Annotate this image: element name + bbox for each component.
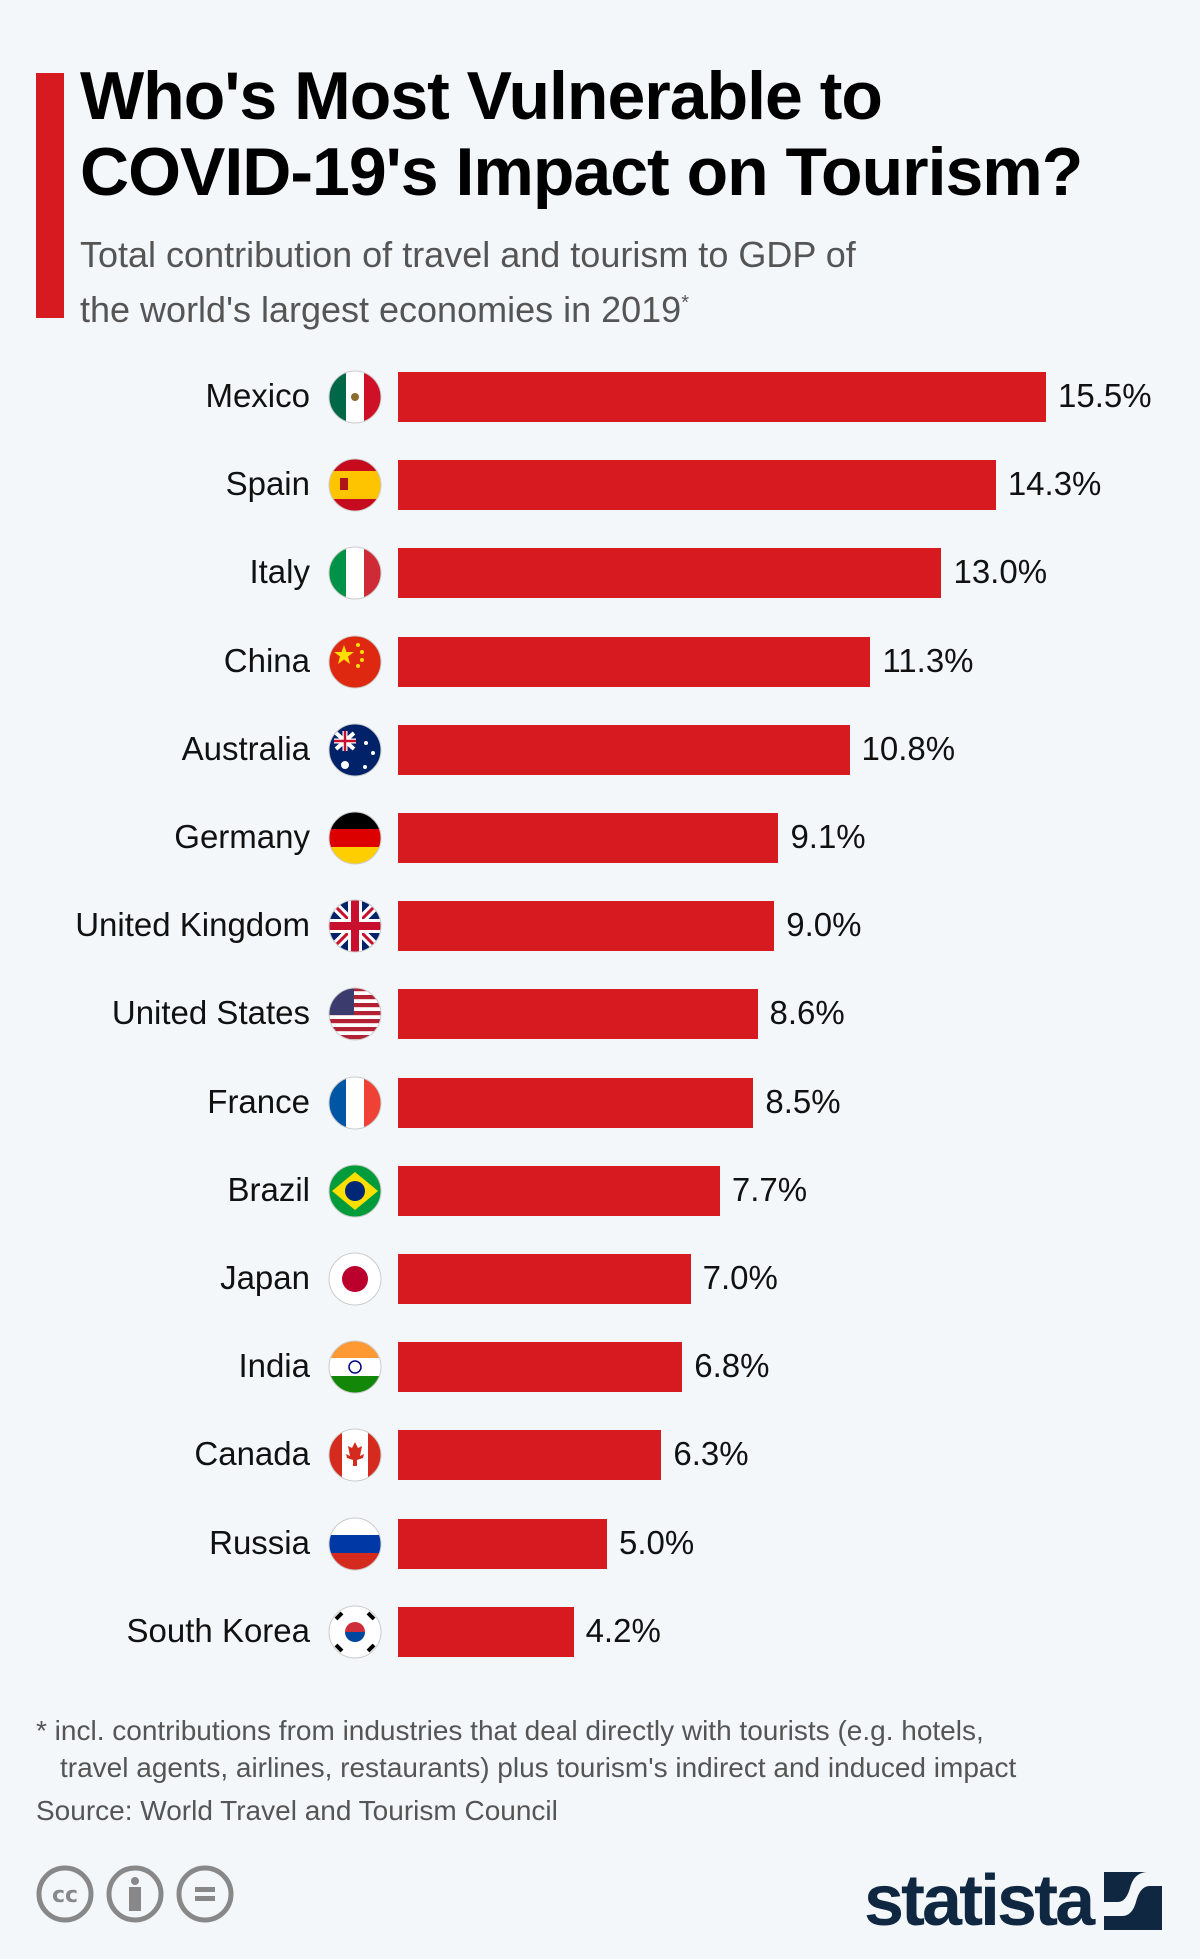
data-label: 8.5% — [765, 1082, 841, 1120]
bar-row: China 11.3% — [0, 632, 1200, 692]
statista-logo: statista — [864, 1860, 1163, 1942]
russia-flag-icon — [328, 1517, 382, 1571]
category-label: United States — [111, 994, 310, 1032]
source: Source: World Travel and Tourism Council — [36, 1792, 1186, 1829]
data-label: 8.6% — [769, 994, 845, 1032]
data-label: 9.0% — [786, 906, 862, 944]
bar-row: Russia 5.0% — [0, 1514, 1200, 1574]
chart-title: Who's Most Vulnerable to COVID-19's Impa… — [80, 58, 1180, 210]
bar — [398, 1606, 574, 1657]
bar — [398, 813, 779, 863]
data-label: 4.2% — [585, 1611, 661, 1649]
subtitle-line-2: the world's largest economies in 2019 — [80, 289, 682, 330]
category-label: France — [207, 1082, 310, 1120]
category-label: Spain — [225, 465, 310, 503]
footnote-line-1: * incl. contributions from industries th… — [36, 1715, 984, 1746]
footnote: * incl. contributions from industries th… — [36, 1712, 1186, 1786]
category-label: India — [238, 1347, 310, 1385]
data-label: 10.8% — [861, 729, 956, 767]
bar — [398, 372, 1046, 422]
bar — [398, 1518, 608, 1569]
bar-row: Brazil 7.7% — [0, 1161, 1200, 1221]
category-label: United Kingdom — [75, 906, 310, 944]
bar — [398, 901, 775, 952]
spain-flag-icon — [328, 458, 382, 512]
brazil-flag-icon — [328, 1164, 382, 1218]
category-label: Australia — [181, 729, 310, 767]
mexico-flag-icon — [328, 370, 382, 424]
category-label: Brazil — [227, 1170, 310, 1208]
south-korea-flag-icon — [328, 1605, 382, 1659]
svg-text:cc: cc — [52, 1883, 78, 1908]
category-label: Canada — [194, 1435, 310, 1473]
data-label: 9.1% — [790, 818, 866, 855]
category-label: South Korea — [126, 1611, 310, 1649]
bar — [398, 1254, 691, 1304]
category-label: China — [223, 641, 310, 679]
title-line-1: Who's Most Vulnerable to — [80, 58, 883, 134]
attribution-icon[interactable] — [106, 1865, 164, 1923]
bar — [398, 989, 758, 1040]
no-derivatives-icon[interactable] — [176, 1865, 234, 1923]
bar — [398, 636, 871, 687]
bar — [398, 548, 942, 599]
bar-row: Australia 10.8% — [0, 720, 1200, 780]
china-flag-icon — [328, 635, 382, 689]
title-accent-bar — [36, 73, 64, 318]
license-icons: cc — [36, 1865, 234, 1923]
bar — [398, 1077, 754, 1128]
category-label: Japan — [220, 1259, 310, 1296]
france-flag-icon — [328, 1076, 382, 1130]
bar-row: France 8.5% — [0, 1073, 1200, 1133]
category-label: Russia — [209, 1523, 310, 1561]
india-flag-icon — [328, 1340, 382, 1394]
statista-logo-icon — [1104, 1872, 1163, 1930]
bar-chart: Mexico 15.5% Spain 14.3% Italy 13.0% China 11.3… — [0, 350, 1200, 1680]
data-label: 13.0% — [953, 553, 1048, 591]
bar — [398, 460, 996, 511]
category-label: Mexico — [205, 377, 310, 414]
source-text: Source: World Travel and Tourism Council — [36, 1795, 558, 1826]
us-flag-icon — [328, 987, 382, 1041]
title-line-2: COVID-19's Impact on Tourism? — [80, 134, 1083, 210]
data-label: 14.3% — [1007, 465, 1102, 503]
data-label: 6.3% — [673, 1435, 749, 1473]
data-label: 15.5% — [1058, 377, 1152, 414]
data-label: 7.0% — [702, 1259, 778, 1296]
footnote-mark: * — [681, 292, 690, 314]
bar-row: Italy 13.0% — [0, 543, 1200, 603]
cc-icon[interactable]: cc — [36, 1865, 94, 1923]
logo-text: statista — [864, 1861, 1095, 1941]
chart-subtitle: Total contribution of travel and tourism… — [80, 230, 1080, 334]
bar-row: Spain 14.3% — [0, 455, 1200, 515]
data-label: 5.0% — [619, 1523, 695, 1561]
canada-flag-icon — [328, 1428, 382, 1482]
subtitle-line-1: Total contribution of travel and tourism… — [80, 234, 856, 275]
bar-row: United Kingdom 9.0% — [0, 896, 1200, 956]
footnote-line-2: travel agents, airlines, restaurants) pl… — [60, 1752, 1017, 1783]
data-label: 11.3% — [882, 641, 974, 679]
italy-flag-icon — [328, 546, 382, 600]
uk-flag-icon — [328, 899, 382, 953]
bar — [398, 1165, 720, 1216]
data-label: 6.8% — [694, 1347, 770, 1385]
bar-row: India 6.8% — [0, 1337, 1200, 1397]
data-label: 7.7% — [731, 1170, 808, 1208]
bar — [398, 1430, 662, 1481]
bar — [398, 724, 850, 775]
japan-flag-icon — [328, 1252, 382, 1306]
bar-row: South Korea 4.2% — [0, 1602, 1200, 1662]
australia-flag-icon — [328, 723, 382, 777]
bar-row: Mexico 15.5% — [0, 367, 1200, 427]
bar-row: United States 8.6% — [0, 984, 1200, 1044]
bar-row: Japan 7.0% — [0, 1249, 1200, 1309]
bar — [398, 1342, 683, 1393]
bar-row: Germany 9.1% — [0, 808, 1200, 868]
category-label: Germany — [174, 818, 310, 855]
category-label: Italy — [249, 553, 310, 591]
germany-flag-icon — [328, 811, 382, 865]
bar-row: Canada 6.3% — [0, 1425, 1200, 1485]
